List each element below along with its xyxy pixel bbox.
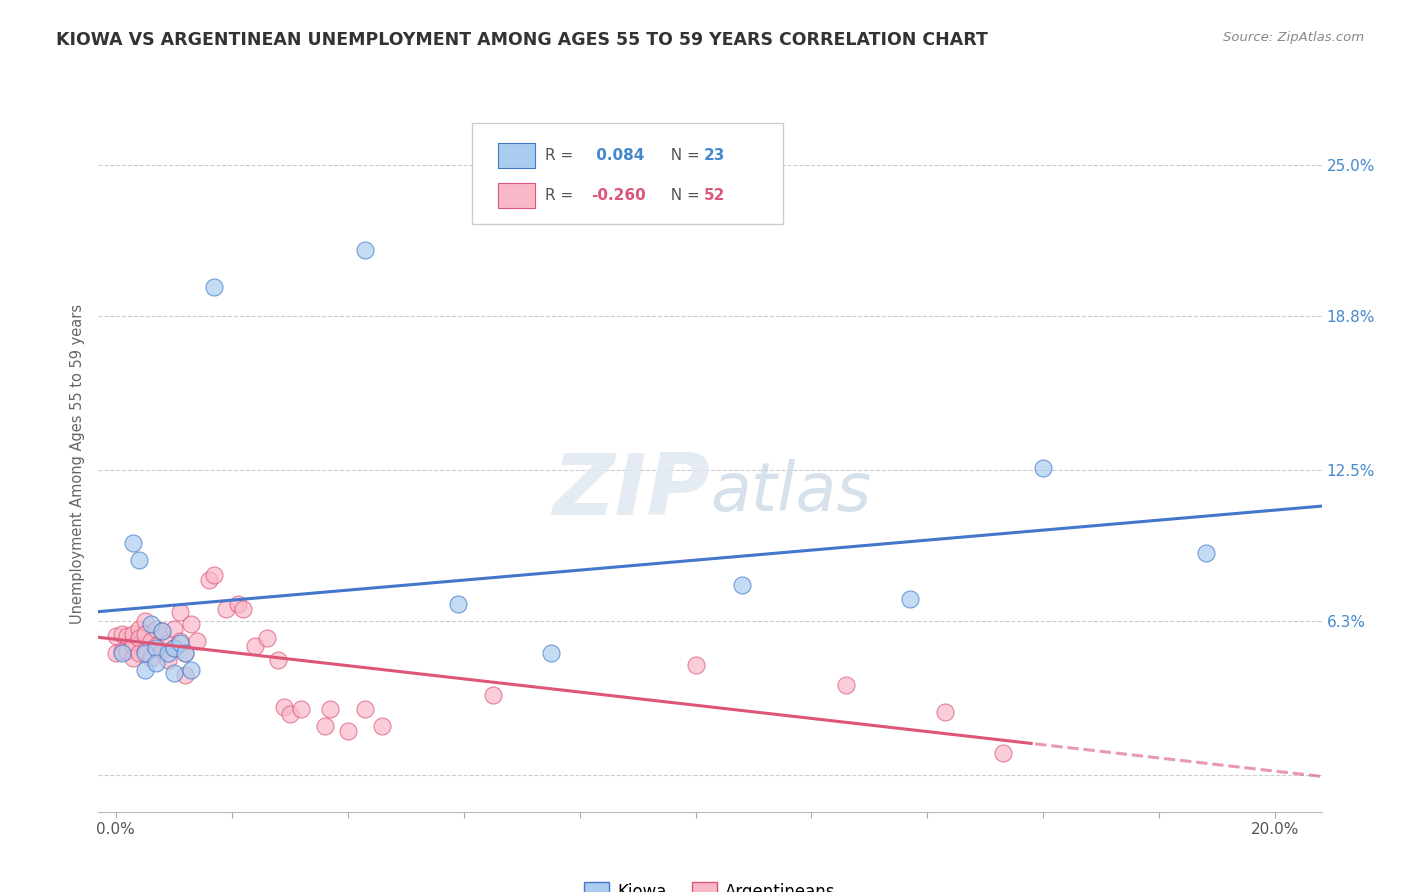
Point bbox=[156, 653, 179, 667]
Text: N =: N = bbox=[661, 148, 704, 163]
Point bbox=[110, 626, 132, 640]
Point bbox=[134, 643, 156, 657]
Point bbox=[202, 568, 225, 582]
Point bbox=[156, 646, 179, 660]
Point bbox=[371, 719, 394, 733]
Point bbox=[134, 626, 156, 640]
Point bbox=[139, 616, 162, 631]
Text: 23: 23 bbox=[704, 148, 725, 163]
Point bbox=[481, 688, 503, 702]
Point bbox=[180, 616, 202, 631]
Point bbox=[122, 536, 145, 550]
FancyBboxPatch shape bbox=[471, 123, 783, 224]
Point bbox=[134, 646, 156, 660]
Point bbox=[134, 663, 156, 677]
Point bbox=[134, 615, 156, 629]
Point bbox=[122, 639, 145, 653]
Point bbox=[174, 646, 197, 660]
Point bbox=[128, 646, 150, 660]
Point bbox=[174, 646, 197, 660]
Point bbox=[354, 702, 377, 716]
Text: atlas: atlas bbox=[710, 458, 872, 524]
Point bbox=[128, 553, 150, 567]
Point bbox=[110, 643, 132, 657]
Point bbox=[354, 244, 377, 258]
Point bbox=[447, 597, 470, 611]
Point bbox=[319, 702, 342, 716]
Point bbox=[232, 602, 254, 616]
Point bbox=[934, 705, 956, 719]
Point bbox=[202, 280, 225, 294]
Point bbox=[898, 592, 921, 607]
Point bbox=[122, 651, 145, 665]
Point bbox=[256, 632, 278, 646]
Point bbox=[197, 573, 219, 587]
Point bbox=[685, 658, 707, 673]
Point bbox=[273, 699, 295, 714]
Point bbox=[139, 633, 162, 648]
Y-axis label: Unemployment Among Ages 55 to 59 years: Unemployment Among Ages 55 to 59 years bbox=[69, 304, 84, 624]
Point bbox=[150, 624, 173, 638]
Point bbox=[169, 636, 191, 650]
Point bbox=[104, 646, 127, 660]
Point bbox=[1195, 546, 1218, 560]
Point bbox=[145, 641, 167, 656]
Point bbox=[1032, 460, 1054, 475]
Point bbox=[117, 629, 139, 643]
Text: KIOWA VS ARGENTINEAN UNEMPLOYMENT AMONG AGES 55 TO 59 YEARS CORRELATION CHART: KIOWA VS ARGENTINEAN UNEMPLOYMENT AMONG … bbox=[56, 31, 988, 49]
Text: ZIP: ZIP bbox=[553, 450, 710, 533]
Point bbox=[169, 633, 191, 648]
Point bbox=[731, 577, 754, 591]
Point bbox=[243, 639, 266, 653]
Point bbox=[290, 702, 312, 716]
Point bbox=[150, 624, 173, 638]
Point bbox=[991, 746, 1014, 760]
Point bbox=[169, 605, 191, 619]
Point bbox=[186, 633, 208, 648]
Point bbox=[128, 632, 150, 646]
Point bbox=[104, 629, 127, 643]
Point bbox=[150, 643, 173, 657]
Point bbox=[174, 668, 197, 682]
Text: -0.260: -0.260 bbox=[592, 187, 647, 202]
Point bbox=[163, 641, 186, 656]
Point bbox=[163, 622, 186, 636]
Point bbox=[122, 626, 145, 640]
FancyBboxPatch shape bbox=[498, 144, 536, 169]
Text: 0.084: 0.084 bbox=[592, 148, 645, 163]
Point bbox=[156, 636, 179, 650]
Text: 52: 52 bbox=[704, 187, 725, 202]
Point bbox=[163, 641, 186, 656]
Point bbox=[336, 724, 359, 739]
Text: N =: N = bbox=[661, 187, 704, 202]
Point bbox=[215, 602, 238, 616]
Point bbox=[163, 665, 186, 680]
Text: R =: R = bbox=[546, 187, 578, 202]
Point bbox=[540, 646, 562, 660]
Point bbox=[139, 651, 162, 665]
Point bbox=[226, 597, 249, 611]
Point bbox=[314, 719, 336, 733]
Point bbox=[145, 656, 167, 670]
Legend: Kiowa, Argentineans: Kiowa, Argentineans bbox=[578, 876, 842, 892]
Point bbox=[180, 663, 202, 677]
Point bbox=[145, 622, 167, 636]
Point bbox=[110, 646, 132, 660]
FancyBboxPatch shape bbox=[498, 183, 536, 208]
Point bbox=[278, 707, 301, 722]
Point bbox=[145, 639, 167, 653]
Text: Source: ZipAtlas.com: Source: ZipAtlas.com bbox=[1223, 31, 1364, 45]
Point bbox=[267, 653, 290, 667]
Point bbox=[835, 678, 858, 692]
Point bbox=[117, 643, 139, 657]
Text: R =: R = bbox=[546, 148, 578, 163]
Point bbox=[128, 622, 150, 636]
